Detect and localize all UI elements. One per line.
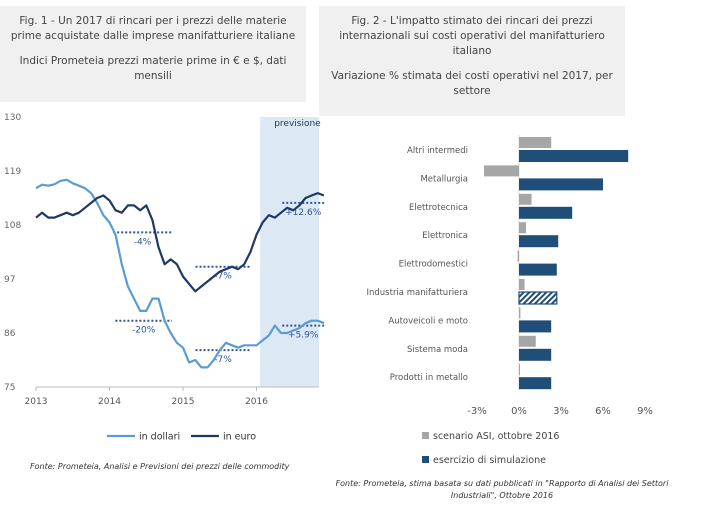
bar-scenario xyxy=(519,193,532,205)
annotation-label: -20% xyxy=(132,326,156,336)
bar-simulation xyxy=(519,235,559,248)
x-tick-label: 6% xyxy=(595,406,611,417)
bar-scenario xyxy=(519,335,536,347)
x-tick-label: 2015 xyxy=(172,397,195,407)
x-tick-label: 9% xyxy=(637,406,653,417)
bar-scenario xyxy=(519,279,525,290)
bar-simulation xyxy=(519,263,557,276)
forecast-label: previsione xyxy=(274,119,321,129)
forecast-band xyxy=(260,117,319,387)
bar-simulation xyxy=(519,348,552,361)
legend-swatch xyxy=(422,432,429,439)
x-tick-label: 3% xyxy=(553,406,569,417)
bar-scenario xyxy=(484,165,519,177)
bar-scenario xyxy=(517,250,519,262)
x-tick-label: 2014 xyxy=(98,397,121,407)
annotation-label: +5.9% xyxy=(288,331,319,341)
annotation-label: -4% xyxy=(134,237,152,247)
bar-scenario xyxy=(519,307,521,319)
bar-simulation xyxy=(519,206,573,219)
category-label: Altri intermedi xyxy=(407,146,468,156)
bar-simulation xyxy=(519,320,552,333)
fig1-title-box: Fig. 1 - Un 2017 di rincari per i prezzi… xyxy=(0,6,306,102)
legend-label: esercizio di simulazione xyxy=(433,455,546,466)
fig2-title: Fig. 2 - L'impatto stimato dei rincari d… xyxy=(339,15,605,57)
category-label: Industria manifatturiera xyxy=(367,288,469,298)
bar-simulation xyxy=(519,178,603,191)
category-label: Elettrotecnica xyxy=(409,203,468,213)
fig2-source: Fonte: Prometeia, stima basata su dati p… xyxy=(335,479,669,500)
y-tick-label: 75 xyxy=(4,383,15,393)
x-tick-label: 0% xyxy=(511,406,527,417)
annotation-label: -7% xyxy=(214,272,232,282)
bar-scenario xyxy=(519,137,552,148)
bar-simulation xyxy=(518,291,558,305)
category-label: Metallurgia xyxy=(420,174,468,184)
annotation-label: +12.6% xyxy=(285,208,322,218)
legend-swatch xyxy=(422,456,429,463)
legend-label: in dollari xyxy=(139,432,180,443)
y-tick-label: 130 xyxy=(4,113,21,123)
fig2-subtitle: Variazione % stimata dei costi operativi… xyxy=(331,70,613,97)
y-tick-label: 97 xyxy=(4,275,15,285)
category-label: Elettronica xyxy=(422,231,468,241)
legend-label: in euro xyxy=(223,432,256,443)
y-tick-label: 108 xyxy=(4,221,21,231)
category-label: Autoveicoli e moto xyxy=(388,316,468,326)
bar-simulation xyxy=(519,150,629,162)
x-tick-label: 2016 xyxy=(245,397,268,407)
bar-scenario xyxy=(519,364,520,376)
fig1-source: Fonte: Prometeia, Analisi e Previsioni d… xyxy=(30,462,290,471)
bar-scenario xyxy=(519,222,526,234)
category-label: Elettrodomestici xyxy=(399,260,468,270)
fig1-title: Fig. 1 - Un 2017 di rincari per i prezzi… xyxy=(10,15,296,42)
x-tick-label: 2013 xyxy=(25,397,48,407)
bar-simulation xyxy=(519,377,552,390)
category-label: Sistema moda xyxy=(407,345,468,355)
y-tick-label: 119 xyxy=(4,167,21,177)
x-tick-label: -3% xyxy=(467,406,486,417)
y-tick-label: 86 xyxy=(4,329,16,339)
legend-label: scenario ASI, ottobre 2016 xyxy=(433,431,559,442)
series-line-euro xyxy=(35,192,325,293)
fig1-subtitle: Indici Prometeia prezzi materie prime in… xyxy=(19,55,287,82)
series-line-dollari xyxy=(35,178,325,369)
category-label: Prodotti in metallo xyxy=(390,373,468,383)
annotation-label: -7% xyxy=(214,355,232,365)
fig2-title-box: Fig. 2 - L'impatto stimato dei rincari d… xyxy=(319,6,625,116)
